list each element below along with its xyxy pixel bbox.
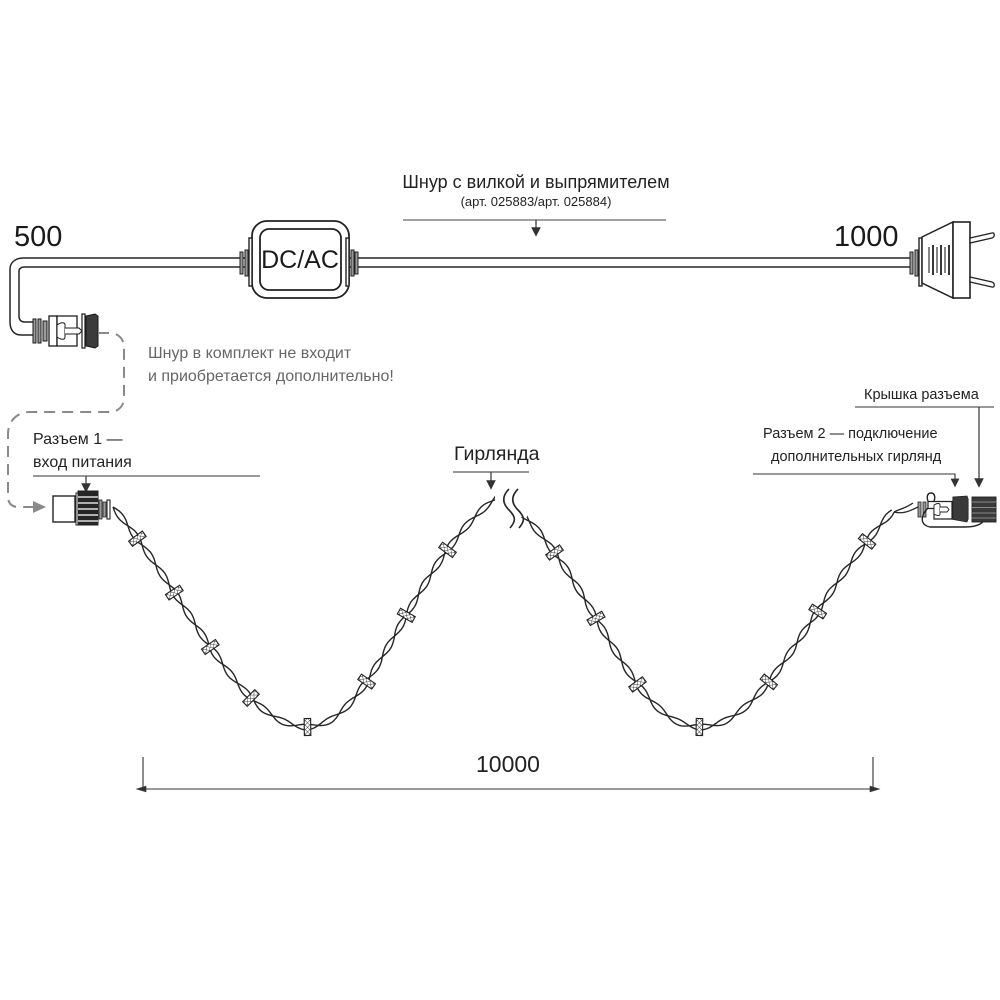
- svg-text:вход питания: вход питания: [33, 454, 132, 471]
- svg-text:Разъем 2 — подключение: Разъем 2 — подключение: [763, 426, 938, 442]
- svg-text:1000: 1000: [834, 221, 899, 253]
- svg-text:Шнур с вилкой и выпрямителем: Шнур с вилкой и выпрямителем: [402, 172, 669, 192]
- svg-text:DC/AC: DC/AC: [261, 246, 339, 274]
- svg-text:10000: 10000: [476, 751, 540, 777]
- svg-text:дополнительных гирлянд: дополнительных гирлянд: [771, 449, 942, 465]
- svg-text:Гирлянда: Гирлянда: [454, 443, 540, 465]
- svg-text:Разъем 1 —: Разъем 1 —: [33, 431, 123, 448]
- svg-text:(арт. 025883/арт. 025884): (арт. 025883/арт. 025884): [461, 194, 612, 209]
- svg-text:Шнур в комплект не входит: Шнур в комплект не входит: [148, 345, 352, 362]
- svg-text:500: 500: [14, 221, 62, 253]
- svg-text:и приобретается дополнительно!: и приобретается дополнительно!: [148, 368, 394, 385]
- svg-text:Крышка разъема: Крышка разъема: [864, 387, 980, 403]
